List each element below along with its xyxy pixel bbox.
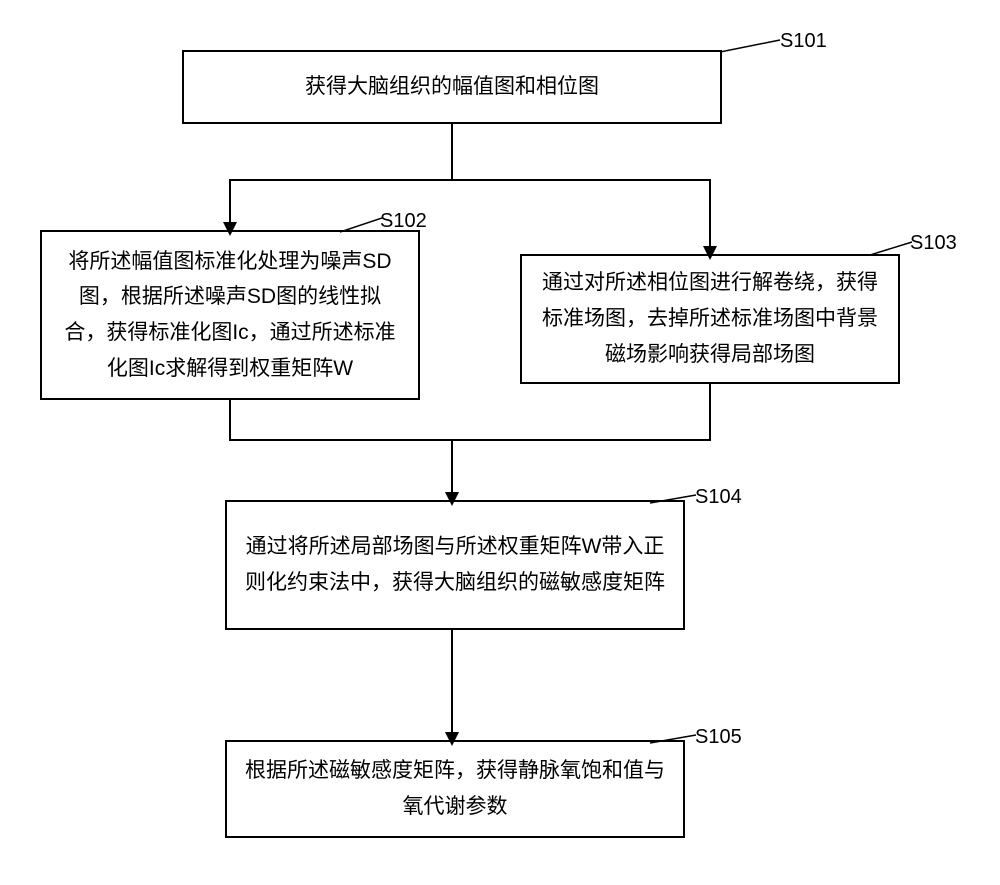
step-label-s102: S102 bbox=[380, 210, 427, 233]
edge-s102-s104 bbox=[230, 400, 452, 494]
edge-s101-s103 bbox=[452, 124, 710, 248]
step-label-s101: S101 bbox=[780, 30, 827, 53]
step-label-s103: S103 bbox=[910, 232, 957, 255]
node-text: 通过将所述局部场图与所述权重矩阵W带入正则化约束法中，获得大脑组织的磁敏感度矩阵 bbox=[245, 529, 665, 600]
flow-node-s102: 将所述幅值图标准化处理为噪声SD图，根据所述噪声SD图的线性拟合，获得标准化图I… bbox=[40, 230, 420, 400]
leader-line-s101 bbox=[720, 38, 782, 56]
flow-node-s101: 获得大脑组织的幅值图和相位图 bbox=[182, 50, 722, 124]
node-text: 将所述幅值图标准化处理为噪声SD图，根据所述噪声SD图的线性拟合，获得标准化图I… bbox=[60, 244, 400, 387]
step-label-s104: S104 bbox=[695, 486, 742, 509]
flow-node-s103: 通过对所述相位图进行解卷绕，获得标准场图，去掉所述标准场图中背景磁场影响获得局部… bbox=[520, 254, 900, 384]
node-text: 获得大脑组织的幅值图和相位图 bbox=[305, 69, 599, 105]
node-text: 通过对所述相位图进行解卷绕，获得标准场图，去掉所述标准场图中背景磁场影响获得局部… bbox=[540, 265, 880, 372]
flow-node-s105: 根据所述磁敏感度矩阵，获得静脉氧饱和值与氧代谢参数 bbox=[225, 740, 685, 838]
node-text: 根据所述磁敏感度矩阵，获得静脉氧饱和值与氧代谢参数 bbox=[245, 753, 665, 824]
edge-s103-s104 bbox=[452, 384, 710, 440]
step-label-s105: S105 bbox=[695, 726, 742, 749]
flow-node-s104: 通过将所述局部场图与所述权重矩阵W带入正则化约束法中，获得大脑组织的磁敏感度矩阵 bbox=[225, 500, 685, 630]
edge-s101-s102 bbox=[230, 124, 452, 224]
